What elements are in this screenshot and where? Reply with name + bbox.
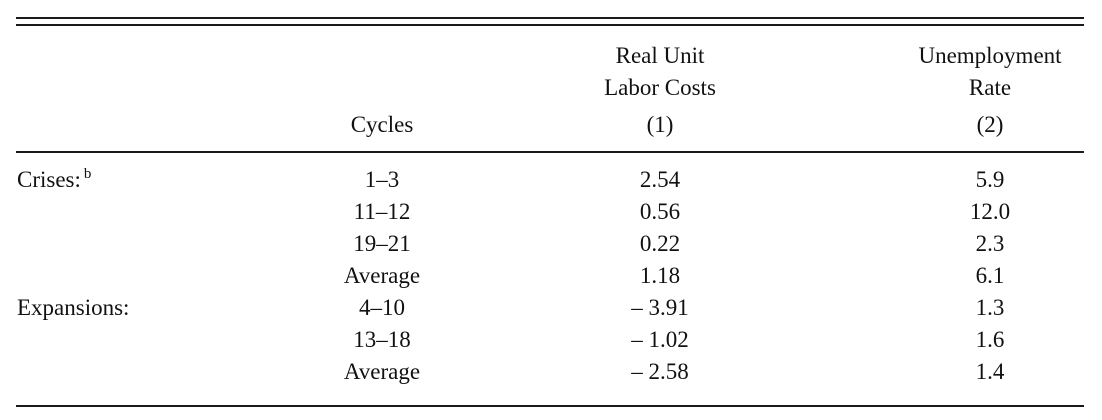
header-cycles: Cycles — [350, 112, 414, 137]
cell-cycles: 4–10 — [359, 295, 405, 320]
cell-rulc: – 3.91 — [631, 295, 689, 320]
header-unemp-line2: Rate — [968, 75, 1012, 100]
cell-cycles: 19–21 — [353, 231, 411, 256]
cell-unemp: 12.0 — [969, 199, 1011, 224]
cell-rulc: 2.54 — [639, 167, 681, 192]
cell-rulc: 1.18 — [639, 263, 681, 288]
cell-unemp: 6.1 — [975, 263, 1005, 288]
footnote-marker: b — [83, 166, 92, 182]
cell-cycles: Average — [343, 263, 421, 288]
header-unemp-line1: Unemployment — [918, 43, 1062, 68]
cell-rulc: – 2.58 — [631, 359, 689, 384]
top-rule-2 — [16, 24, 1084, 26]
header-unemp-number: (2) — [976, 112, 1004, 137]
cell-cycles: 11–12 — [353, 199, 411, 224]
group-label-expansions: Expansions: — [17, 295, 130, 320]
cell-unemp: 2.3 — [975, 231, 1005, 256]
header-rulc-line2: Labor Costs — [604, 75, 716, 100]
cell-unemp: 1.4 — [975, 359, 1005, 384]
cell-rulc: 0.22 — [639, 231, 681, 256]
cell-unemp: 1.6 — [975, 327, 1005, 352]
top-rule-1 — [16, 17, 1084, 19]
cell-unemp: 5.9 — [975, 167, 1005, 192]
cell-cycles: Average — [343, 359, 421, 384]
cell-cycles: 13–18 — [353, 327, 411, 352]
cell-rulc: – 1.02 — [631, 327, 689, 352]
header-rulc-number: (1) — [646, 112, 674, 137]
group-label-crises: Crises: b — [17, 166, 91, 197]
header-rule — [16, 151, 1084, 153]
cell-unemp: 1.3 — [975, 295, 1005, 320]
cell-cycles: 1–3 — [364, 167, 400, 192]
cell-rulc: 0.56 — [639, 199, 681, 224]
bottom-rule — [16, 405, 1084, 407]
group-label-crises-text: Crises: — [17, 167, 81, 192]
header-rulc-line1: Real Unit — [615, 43, 705, 68]
